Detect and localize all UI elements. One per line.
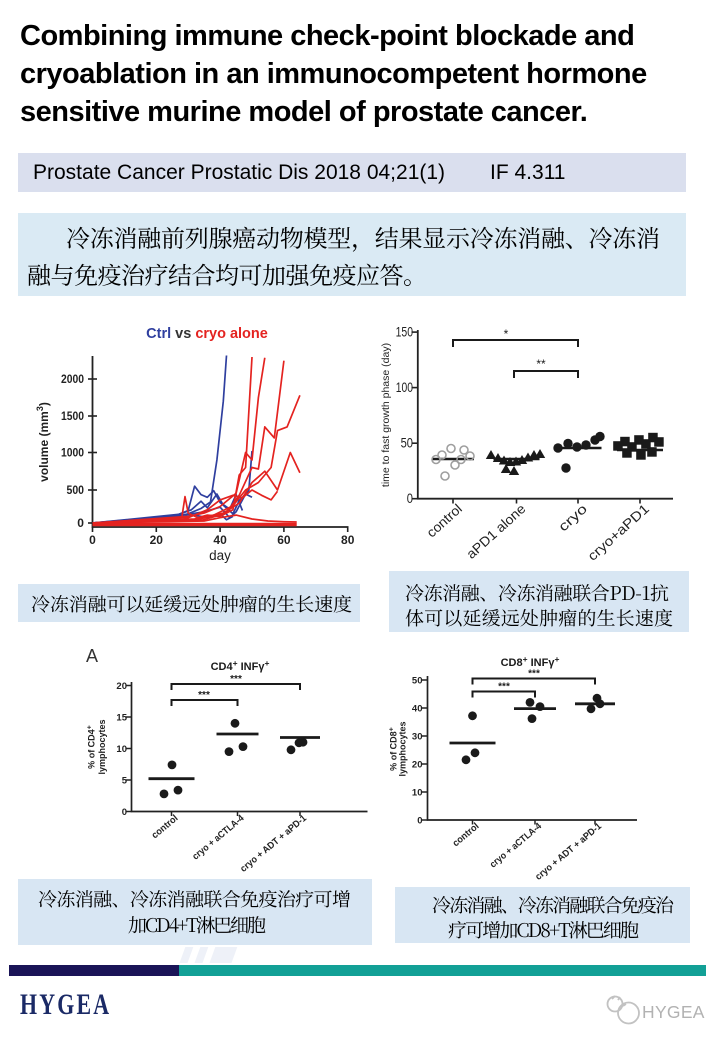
svg-text:40: 40 (412, 704, 423, 715)
svg-text:1000: 1000 (61, 446, 84, 460)
svg-text:80: 80 (341, 533, 355, 547)
svg-text:30: 30 (412, 732, 423, 743)
svg-text:***: *** (230, 674, 242, 685)
svg-text:volume (mm3): volume (mm3) (35, 402, 51, 482)
svg-text:15: 15 (116, 713, 127, 724)
svg-text:CD4+ INFγ+: CD4+ INFγ+ (211, 658, 270, 673)
svg-text:cryo + aCTLA-4: cryo + aCTLA-4 (488, 820, 545, 870)
svg-text:HYGEA: HYGEA (642, 1002, 705, 1022)
svg-text:cryo + ADT + aPD-1: cryo + ADT + aPD-1 (533, 820, 604, 882)
svg-text:Ctrl vs cryo alone: Ctrl vs cryo alone (146, 326, 268, 342)
svg-text:lymphocytes: lymphocytes (97, 719, 107, 774)
svg-text:A: A (86, 646, 98, 666)
svg-text:500: 500 (67, 483, 85, 497)
svg-text:% of CD8+: % of CD8+ (389, 727, 399, 771)
svg-text:1500: 1500 (61, 409, 84, 423)
svg-text:5: 5 (122, 776, 128, 787)
svg-text:20: 20 (116, 681, 127, 692)
svg-text:0: 0 (122, 807, 127, 818)
svg-text:0: 0 (407, 490, 413, 506)
svg-text:0: 0 (77, 516, 84, 530)
svg-text:***: *** (528, 669, 540, 680)
svg-text:0: 0 (89, 533, 96, 547)
svg-text:cryo + ADT + aPD-1: cryo + ADT + aPD-1 (238, 812, 309, 874)
svg-text:cryo+aPD1: cryo+aPD1 (585, 501, 652, 564)
svg-text:10: 10 (116, 744, 127, 755)
svg-text:***: *** (498, 682, 510, 693)
svg-text:0: 0 (417, 816, 422, 827)
svg-text:150: 150 (396, 324, 414, 340)
svg-text:day: day (209, 548, 231, 563)
svg-text:control: control (150, 813, 181, 841)
svg-text:40: 40 (213, 533, 227, 547)
svg-text:20: 20 (150, 533, 164, 547)
svg-text:50: 50 (412, 676, 423, 687)
svg-text:***: *** (198, 690, 210, 701)
svg-text:100: 100 (396, 379, 413, 395)
svg-text:CD8+ INFγ+: CD8+ INFγ+ (501, 654, 560, 669)
svg-text:aPD1 alone: aPD1 alone (463, 501, 528, 562)
svg-text:*: * (504, 327, 509, 341)
svg-text:20: 20 (412, 760, 423, 771)
svg-text:2000: 2000 (61, 372, 84, 386)
svg-text:cryo + aCTLA-4: cryo + aCTLA-4 (190, 812, 247, 862)
svg-text:cryo: cryo (555, 501, 590, 534)
svg-text:**: ** (536, 357, 546, 371)
svg-text:control: control (424, 501, 465, 540)
svg-text:10: 10 (412, 788, 423, 799)
svg-text:60: 60 (277, 533, 291, 547)
svg-text:% of CD4+: % of CD4+ (87, 725, 97, 769)
svg-text:control: control (451, 821, 482, 849)
svg-text:time to fast growth phase (day: time to fast growth phase (day) (380, 343, 392, 487)
svg-text:lymphocytes: lymphocytes (398, 721, 408, 776)
svg-text:50: 50 (401, 435, 414, 451)
